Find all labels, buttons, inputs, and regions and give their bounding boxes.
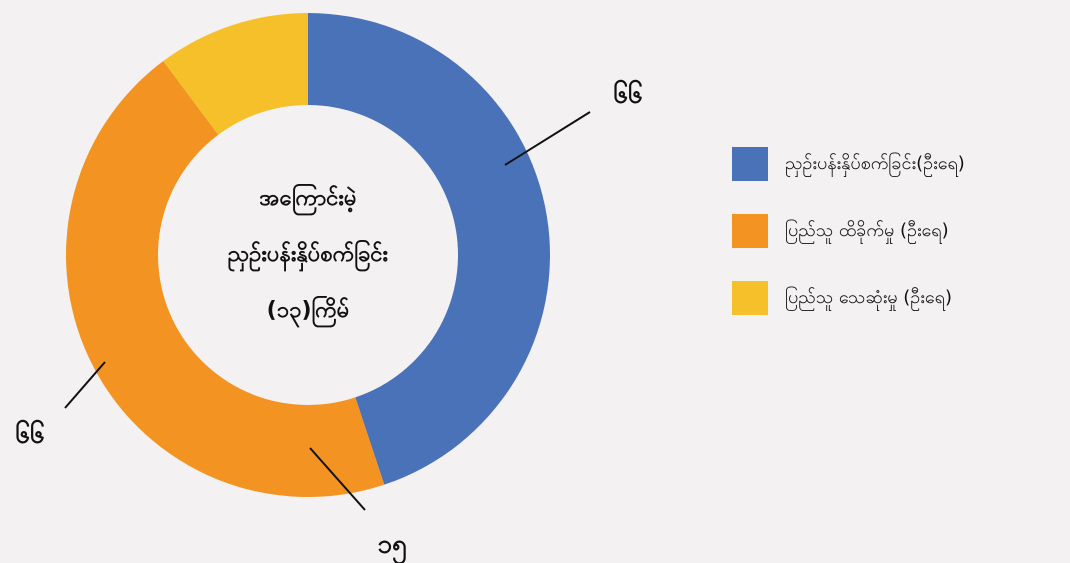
legend-label: ညှဉ်းပန်းနှိပ်စက်ခြင်း(ဦးရေ) <box>785 152 965 177</box>
value-label: ၆၆ <box>15 418 45 450</box>
legend-swatch <box>732 214 768 248</box>
leader-line <box>64 361 106 409</box>
legend-swatch <box>732 281 768 315</box>
leader-line <box>309 447 366 511</box>
donut-segment <box>163 13 308 135</box>
chart-title: ညှဉ်းပန်းနှိပ်စက်ခြင်း <box>228 239 389 272</box>
donut-segment <box>66 61 385 497</box>
legend-label: ပြည်သူ သေဆုံးမှု (ဦးရေ) <box>785 286 952 311</box>
chart-title: အကြောင်းမဲ့ <box>259 183 356 216</box>
value-label: ၆၆ <box>613 78 643 110</box>
leader-line <box>504 111 591 166</box>
value-label: ၁၅ <box>377 530 407 563</box>
chart-title: (၁၃)ကြိမ် <box>267 295 350 328</box>
donut-segment <box>308 13 550 485</box>
legend-label: ပြည်သူ ထိခိုက်မှု (ဦးရေ) <box>785 219 949 244</box>
legend-swatch <box>732 147 768 181</box>
